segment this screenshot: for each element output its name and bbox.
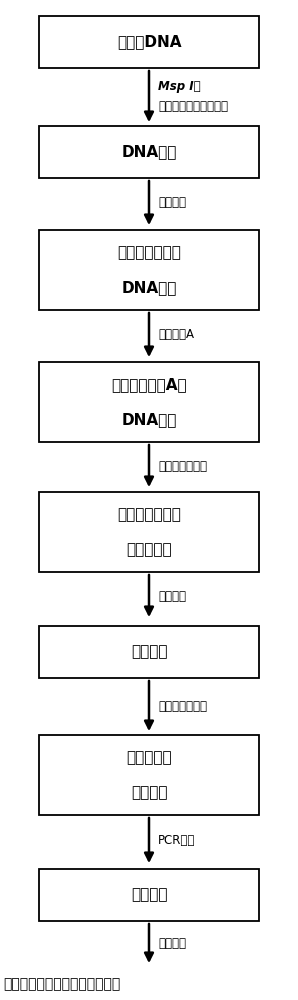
Bar [39, 735, 259, 815]
Text: 具有粘性末端A的: 具有粘性末端A的 [111, 377, 187, 392]
Text: 重亚硫酸盐处理: 重亚硫酸盐处理 [158, 700, 207, 712]
Text: 经过转换的: 经过转换的 [126, 750, 172, 765]
Text: 目的片段: 目的片段 [131, 785, 167, 800]
Text: 扩增产物: 扩增产物 [131, 888, 167, 902]
Text: 基因组DNA: 基因组DNA [117, 34, 181, 49]
Text: 全基因组甲基化高通量测序文库: 全基因组甲基化高通量测序文库 [3, 977, 120, 991]
Text: 片段选择: 片段选择 [158, 589, 186, 602]
Text: PCR扩增: PCR扩增 [158, 834, 195, 847]
Bar [39, 492, 259, 572]
Bar [39, 16, 259, 68]
Text: 连接甲基化接头: 连接甲基化接头 [158, 460, 207, 473]
Text: 添加碱基A: 添加碱基A [158, 328, 194, 342]
Text: DNA片段: DNA片段 [121, 144, 177, 159]
Bar [39, 230, 259, 310]
Text: 目的片段: 目的片段 [131, 645, 167, 660]
Bar [39, 626, 259, 678]
Text: 的连接产物: 的连接产物 [126, 542, 172, 557]
Text: 分离纯化: 分离纯化 [158, 937, 186, 950]
Text: 经过末端修复的: 经过末端修复的 [117, 245, 181, 260]
Bar [39, 869, 259, 921]
Bar [39, 126, 259, 178]
Text: DNA片段: DNA片段 [121, 280, 177, 295]
Text: DNA片段: DNA片段 [121, 412, 177, 427]
Text: 具有甲基化接头: 具有甲基化接头 [117, 507, 181, 522]
Text: 第二限制性内切酶酶切: 第二限制性内切酶酶切 [158, 100, 228, 113]
Text: 末端修复: 末端修复 [158, 196, 186, 210]
Text: Msp I和: Msp I和 [158, 80, 201, 93]
Bar [39, 362, 259, 442]
